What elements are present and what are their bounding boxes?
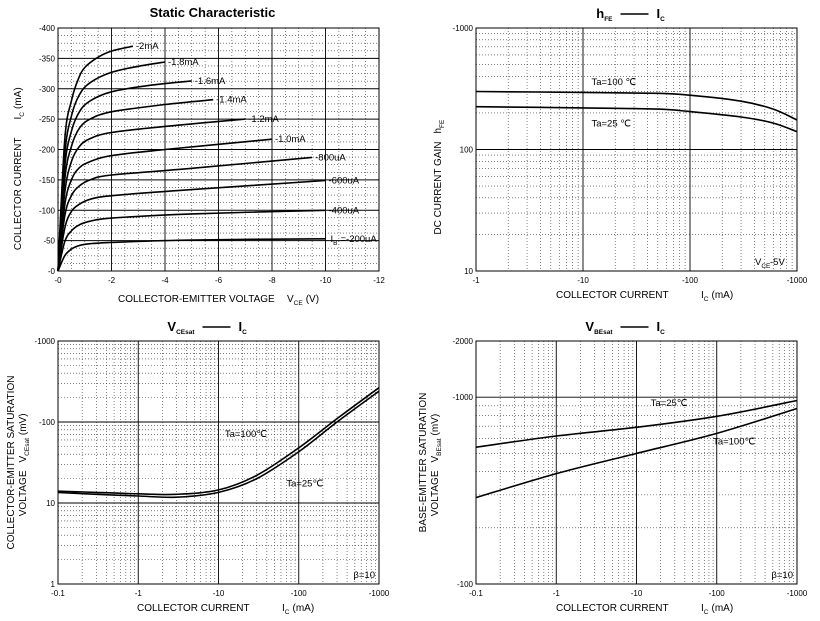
y-axis-label-group: COLLECTOR CURRENT IC(mA) [13, 87, 26, 250]
series-label: Ta=25℃ [286, 478, 323, 489]
series-label: Ta=25 ℃ [591, 118, 631, 129]
x-axis-variable: IC (mA) [701, 290, 733, 303]
vcesat-vs-ic-chart: -0.1 -1 -10 -100 -1000 1 10 -100 -1000 VCEsat IC CO… [6, 319, 390, 616]
series-label: Ta=100℃ [713, 436, 755, 447]
y-axis-variable: VBEsat(mV) [430, 414, 443, 463]
y-axis-label-2: VOLTAGE [430, 470, 441, 516]
curve-label: IB [331, 234, 338, 247]
x-tick-label: -1000 [787, 589, 808, 598]
y-axis-variable: VCEsat(mV) [18, 413, 31, 462]
condition-label: β=10 [353, 570, 375, 581]
condition-label: -5V [770, 257, 785, 268]
x-axis-label: COLLECTOR CURRENT [556, 603, 669, 614]
static-characteristic-chart: -0 -2 -4 -6 -8 -10 -12 -0 -50 -100 -150 -200 -250 -30… [13, 5, 385, 307]
x-tick-label: -100 [709, 589, 726, 598]
y-tick-label: -200 [39, 146, 56, 155]
y-tick-label: 1 [51, 580, 56, 589]
series-label: Ta=100 ℃ [591, 77, 636, 88]
y-axis-label-group: COLLECTOR-EMITTER SATURATION VOLTAGE VCEsa… [6, 376, 31, 550]
y-tick-label: 10 [464, 267, 473, 276]
curve-label: -1.8mA [168, 57, 199, 68]
y-tick-label: -1000 [35, 337, 56, 346]
y-axis-label-group: DC CURRENT GAIN hFE [433, 119, 446, 235]
curve-label: -1.2mA [248, 114, 279, 125]
curve-label: -2mA [136, 41, 159, 52]
chart-title-left: hFE [596, 6, 613, 23]
chart-title-right: IC [657, 319, 666, 336]
y-axis-label: DC CURRENT GAIN [433, 142, 444, 235]
y-axis-label: BASE-EMITTER SATURATION [418, 393, 429, 533]
x-axis-variable: IC (mA) [701, 603, 733, 616]
x-axis-label: COLLECTOR-EMITTER VOLTAGE [118, 294, 275, 305]
y-tick-label: -300 [39, 85, 56, 94]
series-curve [476, 92, 797, 121]
y-axis-label-group: BASE-EMITTER SATURATION VOLTAGE VBEsat(mV) [418, 393, 443, 533]
datasheet-charts: -0 -2 -4 -6 -8 -10 -12 -0 -50 -100 -150 -200 -250 -30… [0, 0, 820, 621]
chart-title: Static Characteristic [150, 5, 276, 20]
condition-label: VCE [755, 257, 771, 270]
y-tick-label: -150 [39, 176, 56, 185]
hfe-vs-ic-chart: -1 -10 -100 -1000 10 100 -1000 hFE IC COLLECTOR C… [433, 6, 808, 303]
condition-label: β=10 [771, 570, 793, 581]
y-axis-label: COLLECTOR-EMITTER SATURATION [6, 376, 17, 550]
y-tick-label: 10 [46, 499, 55, 508]
y-tick-label: -100 [457, 580, 474, 589]
y-tick-label: -0 [48, 267, 56, 276]
x-axis-variable: VCE (V) [287, 294, 319, 307]
x-tick-label: -0.1 [469, 589, 483, 598]
y-axis-label: COLLECTOR CURRENT [13, 138, 24, 251]
x-axis-variable: IC (mA) [282, 603, 314, 616]
x-tick-label: -1000 [787, 276, 808, 285]
chart-title-left: VCEsat [167, 319, 195, 336]
x-tick-label: -2 [108, 276, 116, 285]
curve-label: -800uA [315, 152, 346, 163]
curve-label: -400uA [329, 205, 360, 216]
chart-title-right: IC [657, 6, 666, 23]
series-label: Ta=25℃ [651, 398, 688, 409]
x-tick-label: -10 [213, 589, 225, 598]
x-axis-label: COLLECTOR CURRENT [137, 603, 250, 614]
x-tick-label: -0.1 [51, 589, 65, 598]
x-tick-label: -8 [268, 276, 276, 285]
x-tick-label: -1000 [369, 589, 390, 598]
x-tick-label: -100 [682, 276, 699, 285]
x-tick-label: -10 [577, 276, 589, 285]
x-tick-label: -1 [135, 589, 143, 598]
ic-curve [58, 239, 326, 271]
series-label: Ta=100℃ [225, 429, 267, 440]
y-tick-label: -1000 [453, 24, 474, 33]
curve-label: -600uA [329, 175, 360, 186]
x-tick-label: -1 [553, 589, 561, 598]
y-tick-label: -400 [39, 24, 56, 33]
x-tick-label: -10 [320, 276, 332, 285]
x-tick-label: -1 [472, 276, 480, 285]
y-tick-label: -250 [39, 115, 56, 124]
y-axis-label-2: VOLTAGE [18, 470, 29, 516]
y-tick-label: -100 [39, 418, 56, 427]
y-tick-label: -50 [43, 237, 55, 246]
curve-label: =-200uA [341, 234, 378, 245]
x-tick-label: -12 [373, 276, 385, 285]
y-tick-label: -350 [39, 54, 56, 63]
chart-title-left: VBEsat [585, 319, 613, 336]
y-axis-variable: hFE [433, 119, 446, 134]
series-curve [476, 107, 797, 132]
curve-label: -1.4mA [216, 95, 247, 106]
y-tick-label: -100 [39, 206, 56, 215]
y-tick-label: 100 [460, 146, 474, 155]
curve-label: -1.0mA [275, 134, 306, 145]
y-tick-label: -1000 [453, 393, 474, 402]
x-tick-label: -6 [215, 276, 223, 285]
y-axis-variable: IC(mA) [13, 87, 26, 119]
y-tick-label: -2000 [453, 337, 474, 346]
chart-title-right: IC [239, 319, 248, 336]
curve-label: -1.6mA [195, 76, 226, 87]
x-tick-label: -10 [631, 589, 643, 598]
x-tick-label: -4 [161, 276, 169, 285]
x-axis-label: COLLECTOR CURRENT [556, 290, 669, 301]
ic-curve [58, 181, 326, 272]
x-tick-label: -100 [291, 589, 308, 598]
x-tick-label: -0 [54, 276, 62, 285]
vbesat-vs-ic-chart: -0.1 -1 -10 -100 -1000 -100 -1000 -2000 VBEsat IC… [418, 319, 808, 616]
